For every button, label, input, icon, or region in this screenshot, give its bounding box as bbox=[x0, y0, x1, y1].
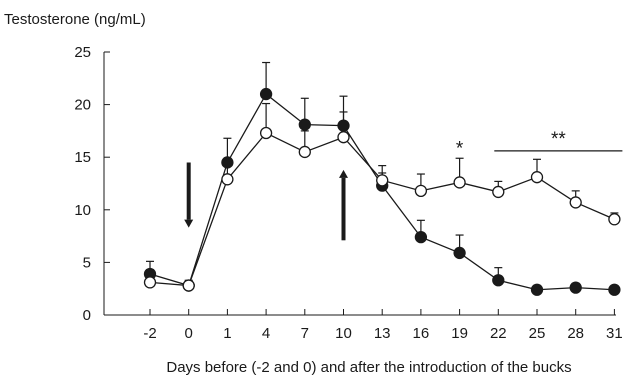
open-point bbox=[414, 184, 428, 198]
open-point bbox=[569, 196, 582, 209]
open-point bbox=[143, 276, 157, 289]
x-tick-label: 22 bbox=[490, 325, 507, 342]
y-tick-label: 0 bbox=[83, 307, 91, 324]
x-tick-label: 7 bbox=[301, 325, 309, 342]
filled-point bbox=[530, 283, 544, 296]
arrow-up bbox=[339, 169, 348, 241]
significance-label: * bbox=[456, 139, 464, 160]
open-point bbox=[453, 176, 466, 189]
open-point bbox=[221, 173, 234, 186]
filled-point bbox=[492, 274, 505, 287]
y-tick-label: 20 bbox=[74, 97, 91, 114]
y-tick-label: 25 bbox=[74, 44, 91, 61]
open-point bbox=[298, 145, 311, 159]
open-point bbox=[376, 174, 389, 187]
open-point bbox=[492, 185, 505, 199]
series-open-circles bbox=[143, 102, 621, 292]
open-point bbox=[530, 171, 544, 184]
axes bbox=[103, 52, 616, 316]
x-tick-label: 10 bbox=[335, 325, 352, 342]
filled-point bbox=[259, 87, 273, 101]
y-tick-label: 10 bbox=[74, 202, 91, 219]
x-tick-label: 1 bbox=[223, 325, 231, 342]
x-axis-title: Days before (-2 and 0) and after the int… bbox=[166, 359, 571, 376]
arrow-down bbox=[184, 162, 194, 228]
axis-ticks: 0 5 10 15 20 25 -2 0 1 4 7 10 13 16 19 22 25 28 31 bbox=[74, 44, 622, 342]
open-point bbox=[608, 213, 621, 226]
series-line bbox=[149, 93, 615, 291]
x-tick-label: 16 bbox=[413, 325, 430, 342]
filled-point bbox=[569, 281, 582, 294]
filled-point bbox=[453, 246, 466, 260]
filled-point bbox=[414, 231, 428, 244]
annotations: * ** bbox=[456, 129, 623, 160]
y-tick-label: 15 bbox=[74, 149, 91, 166]
x-tick-label: 25 bbox=[529, 325, 546, 342]
x-tick-label: -2 bbox=[143, 325, 156, 342]
significance-label: ** bbox=[551, 129, 566, 150]
x-tick-label: 4 bbox=[262, 325, 270, 342]
y-axis-title: Testosterone (ng/mL) bbox=[4, 11, 146, 28]
series-layer bbox=[143, 61, 621, 296]
open-point bbox=[337, 131, 350, 144]
filled-point bbox=[608, 283, 621, 296]
series-line bbox=[149, 132, 615, 287]
x-tick-label: 13 bbox=[374, 325, 391, 342]
arrows bbox=[184, 162, 348, 241]
filled-point bbox=[298, 118, 311, 131]
x-tick-label: 0 bbox=[185, 325, 193, 342]
x-tick-label: 31 bbox=[606, 325, 623, 342]
x-tick-label: 19 bbox=[451, 325, 468, 342]
x-tick-label: 28 bbox=[567, 325, 584, 342]
y-tick-label: 5 bbox=[83, 254, 91, 271]
open-point bbox=[182, 279, 195, 292]
open-point bbox=[259, 126, 273, 140]
